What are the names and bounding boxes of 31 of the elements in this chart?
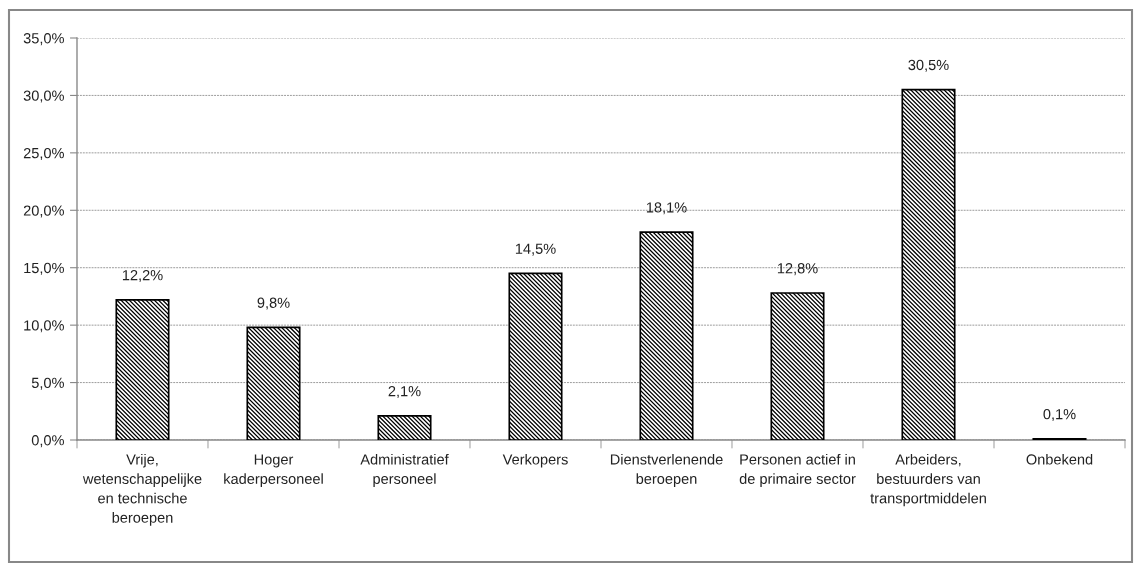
x-tick-label: Administratief personeel [360, 453, 449, 487]
data-label: 14,5% [515, 243, 556, 256]
data-label: 18,1% [646, 202, 687, 215]
bar [508, 272, 563, 440]
bar [901, 88, 956, 440]
bar [377, 415, 432, 440]
x-tick-label: Verkopers [502, 453, 568, 468]
y-tick-label: 0,0% [31, 435, 64, 448]
x-tick-label: Dienstverlenende beroepen [610, 453, 723, 487]
x-tick-label: Arbeiders, bestuurders van transportmiddelen [870, 453, 986, 507]
data-label: 12,8% [777, 263, 818, 276]
y-tick-label: 5,0% [31, 377, 64, 390]
y-tick-label: 15,0% [24, 262, 64, 275]
bar [770, 292, 825, 440]
y-tick-label: 30,0% [23, 90, 64, 103]
y-tick-label: 10,0% [24, 320, 64, 333]
x-tick-label: Onbekend [1026, 453, 1093, 465]
data-label: 2,1% [388, 386, 421, 399]
y-tick-label: 25,0% [23, 147, 64, 161]
bar [115, 299, 170, 440]
data-label: 0,1% [1043, 408, 1076, 422]
data-label: 30,5% [908, 59, 949, 72]
data-label: 9,8% [257, 297, 290, 310]
x-tick-label: Hoger kaderpersoneel [224, 454, 323, 487]
y-tick-label: 20,0% [23, 205, 64, 218]
data-label: 12,2% [122, 270, 163, 283]
y-tick-label: 35,0% [23, 33, 64, 46]
bar [246, 326, 301, 440]
x-tick-label: Vrije, wetenschappelijke en technische beroepen [82, 453, 202, 526]
x-tick-label: Personen actief in de primaire sector [739, 453, 856, 487]
bar [639, 231, 694, 440]
